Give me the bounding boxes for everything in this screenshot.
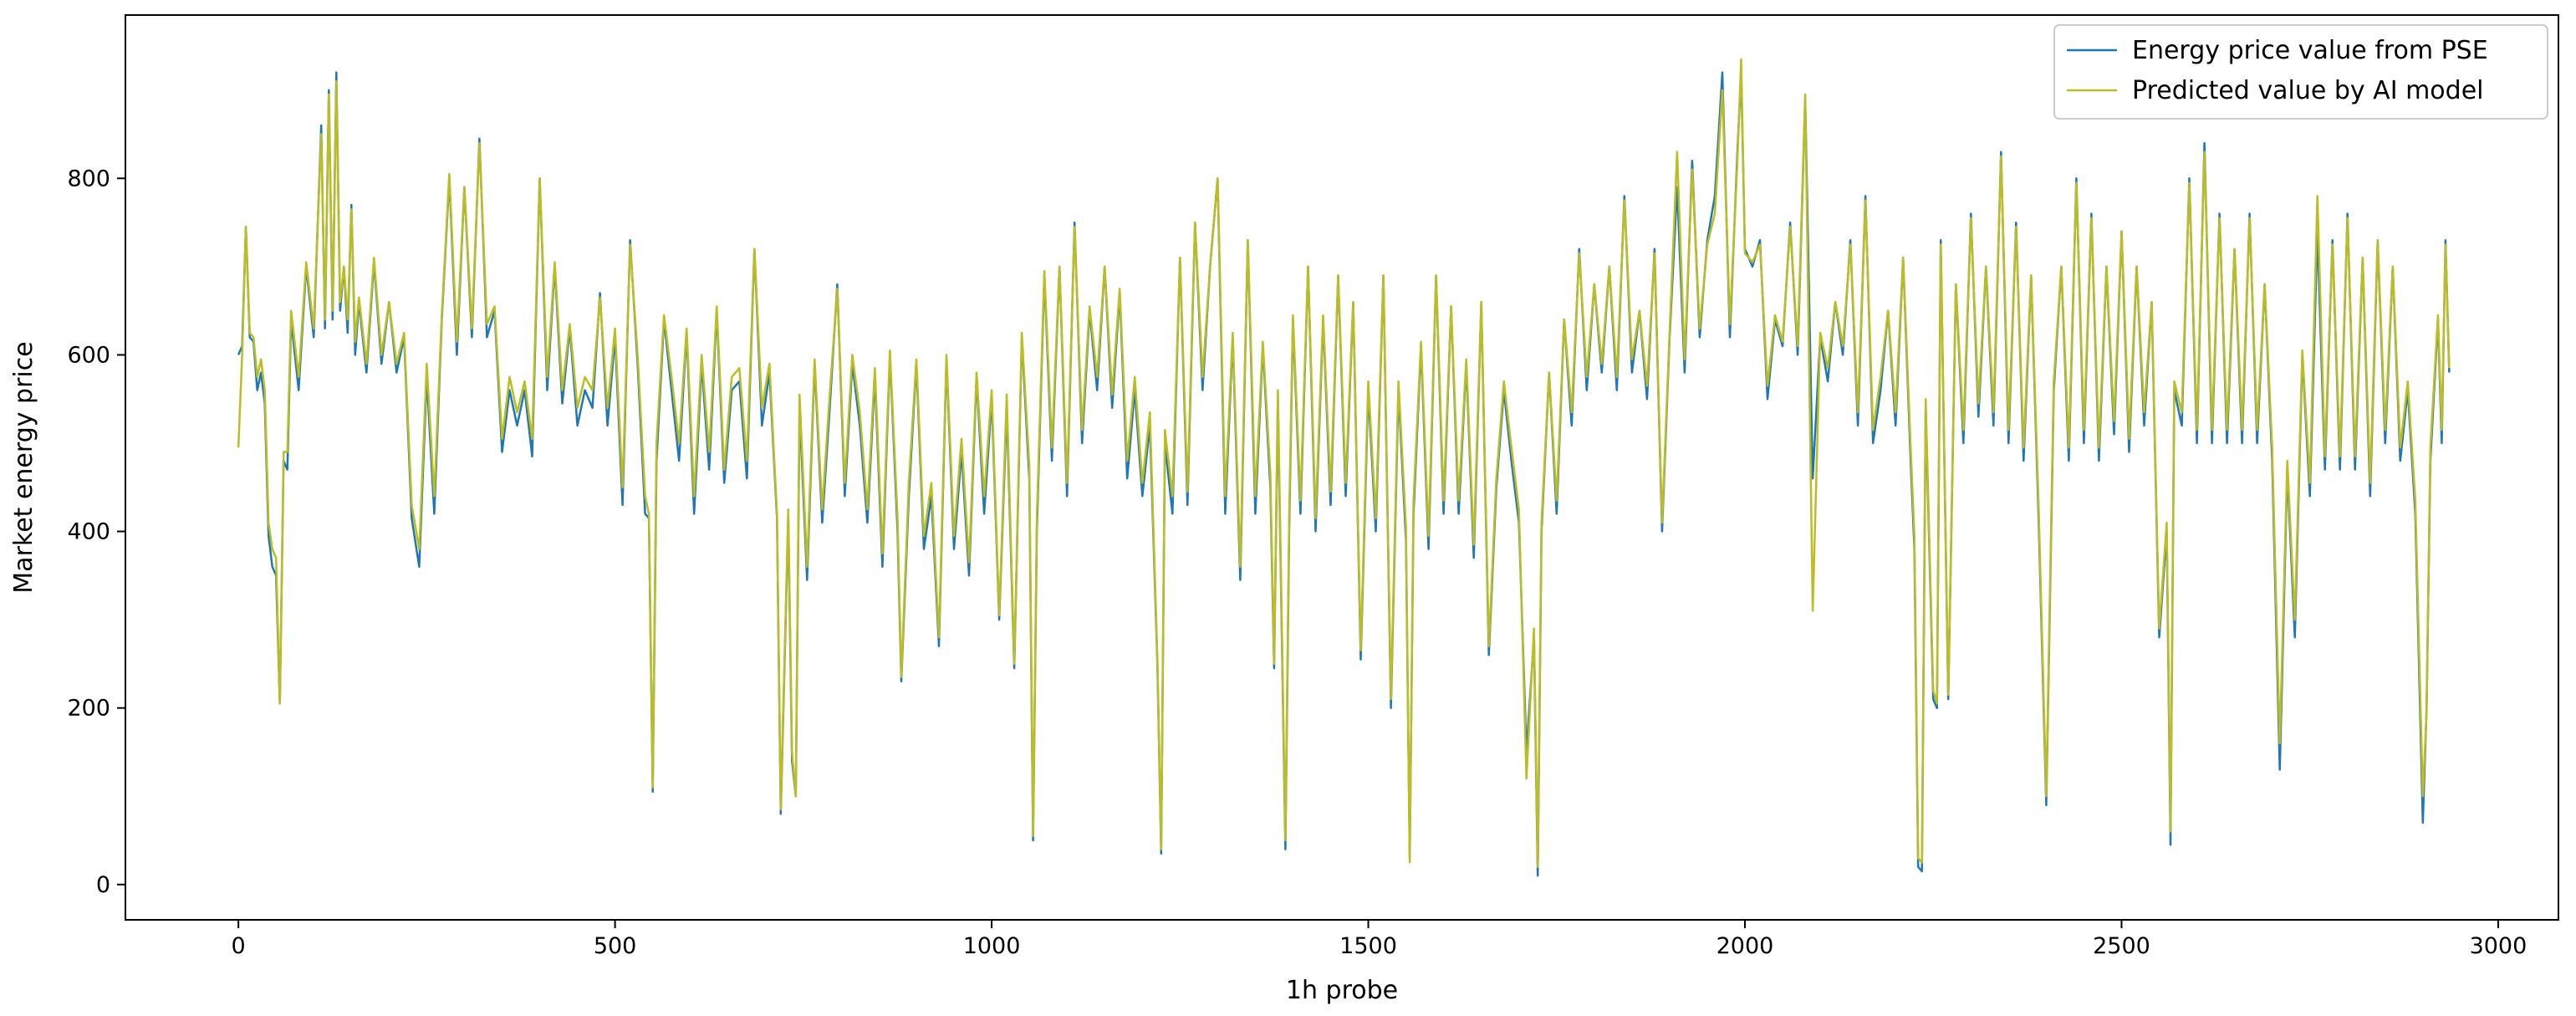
plot-lines (237, 58, 2451, 877)
x-tick-label: 1000 (963, 933, 1021, 959)
y-tick-label: 200 (67, 696, 110, 722)
x-tick-label: 0 (232, 933, 246, 959)
y-tick-label: 800 (67, 166, 110, 191)
x-tick-label: 3000 (2470, 933, 2528, 959)
plot-frame (125, 14, 2559, 921)
y-tick-label: 600 (67, 342, 110, 368)
legend: Energy price value from PSE Predicted va… (2053, 24, 2548, 120)
legend-label-ai-model: Predicted value by AI model (2132, 76, 2484, 105)
y-tick-label: 0 (96, 872, 110, 898)
x-axis-ticks: 0 500 1000 1500 2000 2500 3000 (232, 920, 2528, 959)
y-axis-ticks: 0 200 400 600 800 (67, 166, 125, 898)
x-axis-label: 1h probe (1286, 976, 1398, 1005)
x-tick-label: 2500 (2093, 933, 2150, 959)
y-axis-label: Market energy price (9, 341, 38, 593)
legend-label-pse: Energy price value from PSE (2132, 36, 2488, 65)
x-tick-label: 1500 (1339, 933, 1397, 959)
legend-box (2053, 24, 2548, 120)
x-tick-label: 2000 (1716, 933, 1774, 959)
x-tick-label: 500 (594, 933, 637, 959)
y-tick-label: 400 (67, 519, 110, 545)
series-line-1 (237, 58, 2451, 868)
